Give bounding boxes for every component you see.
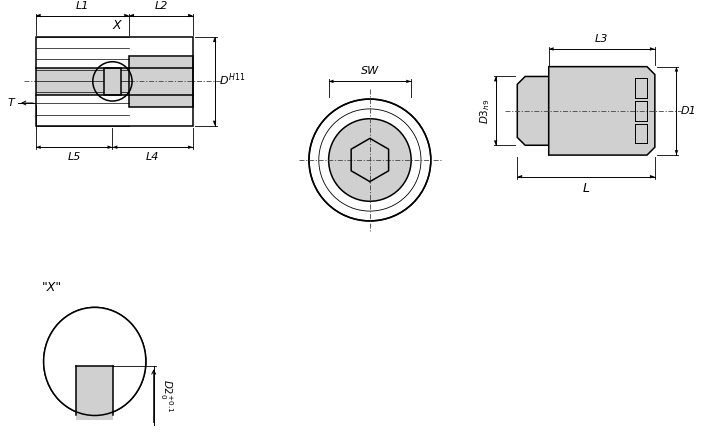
Bar	[36, 68, 129, 95]
Bar	[36, 37, 129, 126]
Polygon shape	[675, 66, 678, 72]
Bar	[129, 56, 193, 107]
Polygon shape	[213, 37, 217, 42]
Text: L5: L5	[68, 152, 81, 162]
Polygon shape	[406, 80, 411, 83]
Bar	[103, 68, 121, 95]
Text: "X": "X"	[41, 280, 62, 294]
Polygon shape	[129, 14, 134, 17]
Polygon shape	[549, 47, 554, 51]
Circle shape	[329, 119, 411, 201]
Polygon shape	[518, 175, 522, 179]
Polygon shape	[36, 14, 41, 17]
Polygon shape	[494, 77, 497, 82]
Polygon shape	[108, 145, 113, 149]
Text: L1: L1	[76, 0, 89, 11]
Text: L2: L2	[154, 0, 168, 11]
Text: $D^{H11}$: $D^{H11}$	[219, 71, 245, 88]
Polygon shape	[675, 150, 678, 155]
Ellipse shape	[44, 307, 146, 416]
Polygon shape	[36, 145, 41, 149]
Bar	[129, 56, 193, 107]
Bar	[36, 37, 193, 126]
Polygon shape	[113, 145, 117, 149]
Text: L4: L4	[146, 152, 159, 162]
Polygon shape	[188, 14, 193, 17]
Text: $D2^{+0.1}_{0}$: $D2^{+0.1}_{0}$	[158, 380, 174, 413]
Text: X: X	[112, 19, 121, 32]
Polygon shape	[518, 77, 549, 145]
Polygon shape	[213, 120, 217, 126]
Text: SW: SW	[361, 66, 379, 77]
Text: L3: L3	[595, 34, 608, 44]
Text: D1: D1	[680, 106, 696, 116]
Polygon shape	[494, 140, 497, 145]
Polygon shape	[549, 66, 655, 155]
Polygon shape	[329, 80, 334, 83]
Bar	[36, 68, 193, 95]
Circle shape	[309, 99, 431, 221]
Bar	[36, 37, 193, 126]
Text: $D3_{h9}$: $D3_{h9}$	[478, 98, 491, 124]
Text: T: T	[7, 98, 14, 108]
Ellipse shape	[44, 307, 146, 416]
Polygon shape	[188, 145, 193, 149]
Polygon shape	[650, 175, 655, 179]
Polygon shape	[650, 47, 655, 51]
Polygon shape	[124, 14, 129, 17]
Bar	[129, 107, 193, 126]
Text: L: L	[582, 182, 590, 194]
Bar	[76, 366, 113, 420]
Bar	[129, 37, 193, 57]
